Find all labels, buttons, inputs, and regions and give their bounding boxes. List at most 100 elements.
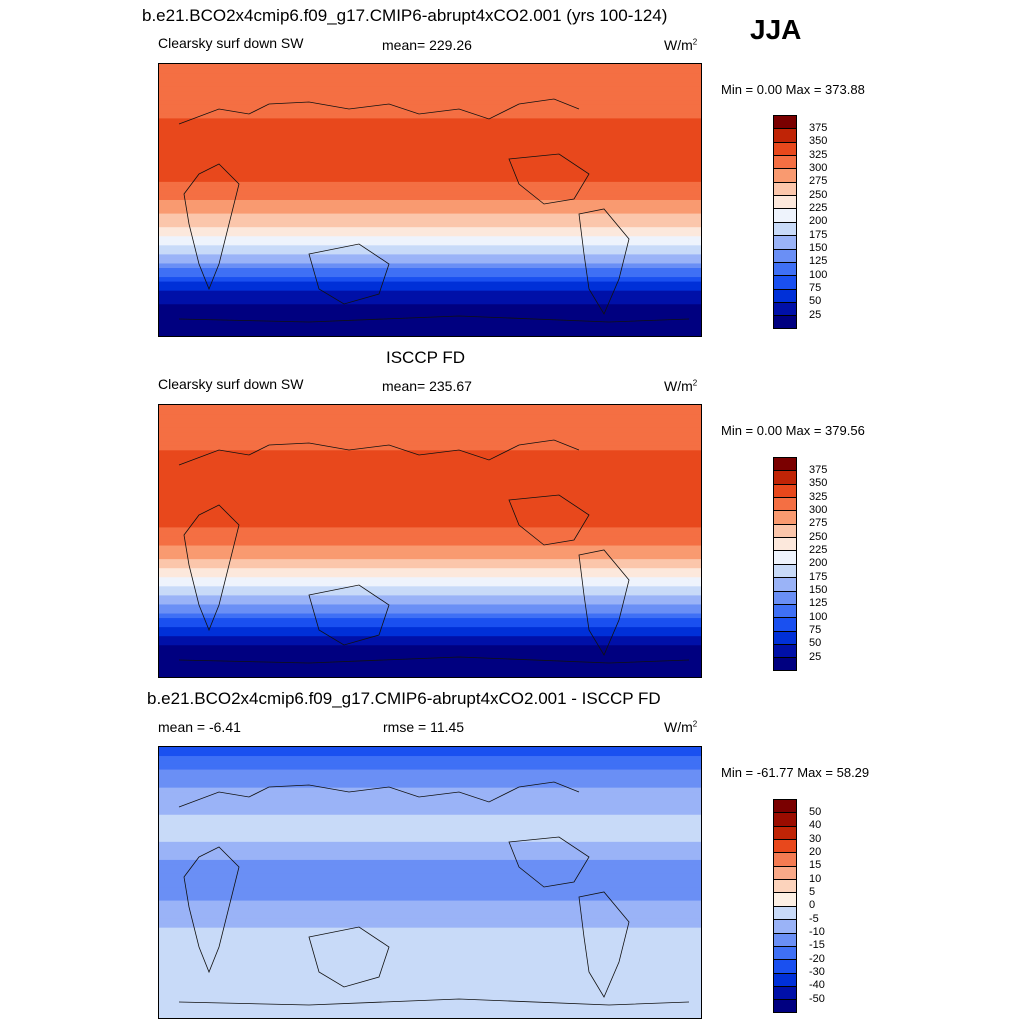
- map-band: [159, 954, 701, 960]
- map-band: [159, 658, 701, 664]
- map-band: [159, 649, 701, 655]
- map-band: [159, 868, 701, 875]
- map-band: [159, 172, 701, 178]
- colorbar-tick-label: -50: [809, 992, 825, 1005]
- map-band: [159, 109, 701, 115]
- map-band: [159, 227, 701, 233]
- map-band: [159, 82, 701, 88]
- colorbar-cell: [773, 852, 797, 867]
- colorbar-cell: [773, 630, 797, 645]
- map-band: [159, 599, 701, 606]
- map-band: [159, 163, 701, 169]
- colorbar-cell: [773, 141, 797, 156]
- map-band: [159, 667, 701, 674]
- map-band: [159, 168, 701, 174]
- colorbar-tick-label: -5: [809, 912, 819, 925]
- colorbar-cell: [773, 181, 797, 196]
- map-band: [159, 1004, 701, 1010]
- colorbar-tick-label: 375: [809, 463, 828, 476]
- coastline: [178, 998, 690, 1006]
- panel1-variable-label: Clearsky surf down SW: [158, 35, 304, 51]
- map-band: [159, 218, 701, 224]
- colorbar-tick-label: 75: [809, 624, 822, 637]
- map-band: [159, 577, 701, 583]
- map-band: [159, 995, 701, 1001]
- panel2-title: ISCCP FD: [386, 348, 466, 367]
- map-band: [159, 823, 701, 829]
- colorbar-cell: [773, 168, 797, 183]
- map-band: [159, 631, 701, 637]
- map-band: [159, 977, 701, 983]
- map-band: [159, 245, 701, 251]
- map-band: [159, 832, 701, 838]
- map-band: [159, 73, 701, 79]
- map-band: [159, 986, 701, 992]
- colorbar-tick-label: 150: [809, 584, 828, 596]
- map-band: [159, 536, 701, 542]
- map-band: [159, 990, 701, 997]
- coastline: [308, 926, 390, 988]
- colorbar-cell: [773, 248, 797, 263]
- coastline: [508, 494, 590, 546]
- map-band: [159, 769, 701, 775]
- map-band: [159, 486, 701, 492]
- map-band: [159, 254, 701, 260]
- map-band: [159, 427, 701, 433]
- map-band: [159, 613, 701, 619]
- map-band: [159, 909, 701, 915]
- map-band: [159, 765, 701, 771]
- map-band: [159, 814, 701, 820]
- colorbar-tick-label: 375: [809, 121, 828, 134]
- map-band: [159, 981, 701, 987]
- map-band: [159, 304, 701, 310]
- map-band: [159, 783, 701, 789]
- map-band: [159, 295, 701, 301]
- map-band: [159, 855, 701, 861]
- map-band: [159, 286, 701, 292]
- colorbar-cell: [773, 128, 797, 143]
- colorbar-cell: [773, 657, 797, 672]
- map-band: [159, 513, 701, 519]
- map-band: [159, 122, 701, 129]
- map-band: [159, 918, 701, 924]
- coastline: [178, 656, 690, 664]
- map-band: [159, 77, 701, 83]
- colorbar-tick-label: 125: [809, 255, 828, 268]
- map-band: [159, 963, 701, 969]
- map-band: [159, 896, 701, 902]
- map-band: [159, 900, 701, 906]
- colorbar-tick-label: 100: [809, 268, 828, 281]
- panel1-map: [158, 63, 702, 337]
- map-band: [159, 663, 701, 669]
- colorbar-tick-label: 100: [809, 610, 828, 623]
- map-band: [159, 132, 701, 138]
- map-band: [159, 778, 701, 784]
- map-band: [159, 177, 701, 183]
- map-band: [159, 281, 701, 287]
- map-band: [159, 263, 701, 269]
- map-band: [159, 450, 701, 456]
- colorbar-tick-label: 250: [809, 530, 828, 543]
- coastline: [508, 153, 590, 205]
- map-band: [159, 796, 701, 802]
- map-band: [159, 104, 701, 110]
- coastline: [308, 584, 390, 646]
- map-band: [159, 500, 701, 506]
- colorbar-cell: [773, 590, 797, 605]
- coastline: [578, 549, 630, 656]
- map-band: [159, 828, 701, 834]
- map-band: [159, 436, 701, 442]
- panel2-minmax: Min = 0.00 Max = 379.56: [721, 423, 865, 438]
- panel1-mean-label: mean= 229.26: [382, 37, 472, 53]
- map-band: [159, 231, 701, 237]
- colorbar-tick-label: 200: [809, 215, 828, 228]
- map-band: [159, 627, 701, 633]
- map-band: [159, 792, 701, 798]
- map-band: [159, 482, 701, 488]
- colorbar-cell: [773, 550, 797, 565]
- colorbar-cell: [773, 985, 797, 1000]
- colorbar-tick-label: 40: [809, 819, 822, 832]
- panel1-minmax: Min = 0.00 Max = 373.88: [721, 82, 865, 97]
- coastline: [183, 163, 240, 291]
- colorbar-tick-label: 200: [809, 557, 828, 570]
